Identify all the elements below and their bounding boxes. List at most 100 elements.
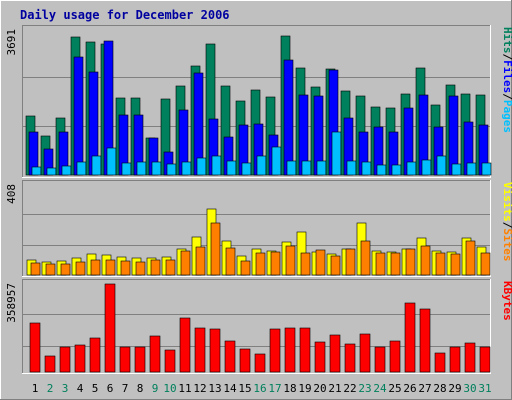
day-label-8: 8 bbox=[137, 382, 144, 395]
day-label-28: 28 bbox=[433, 382, 446, 395]
bar-kbytes-day-20 bbox=[314, 341, 326, 373]
bar-pages-day-4 bbox=[76, 161, 87, 176]
bar-sites-day-18 bbox=[285, 245, 296, 276]
series-label-part: Pages bbox=[501, 100, 512, 133]
series-label-part: / bbox=[501, 222, 512, 229]
series-label-part: / bbox=[501, 54, 512, 61]
bar-sites-day-9 bbox=[150, 259, 161, 276]
panel-visits-sites: 408 Visits/Sites bbox=[5, 180, 512, 277]
bar-pages-day-26 bbox=[406, 161, 417, 176]
bar-pages-day-16 bbox=[256, 155, 267, 176]
bar-kbytes-day-19 bbox=[299, 327, 311, 373]
day-label-31: 31 bbox=[478, 382, 491, 395]
bar-kbytes-day-23 bbox=[359, 333, 371, 373]
y-max-label: 3691 bbox=[5, 29, 18, 56]
day-label-30: 30 bbox=[463, 382, 476, 395]
day-label-15: 15 bbox=[238, 382, 251, 395]
bar-kbytes-day-14 bbox=[224, 340, 236, 373]
series-label-part: Hits bbox=[501, 27, 512, 54]
bar-sites-day-13 bbox=[210, 222, 221, 276]
bar-kbytes-day-6 bbox=[104, 283, 116, 373]
day-label-18: 18 bbox=[283, 382, 296, 395]
day-label-26: 26 bbox=[403, 382, 416, 395]
day-label-2: 2 bbox=[47, 382, 54, 395]
series-label-part: Visits bbox=[501, 182, 512, 222]
chart-panels: 3691Hits/Files/Pages408Visits/Sites35895… bbox=[5, 25, 512, 374]
bar-pages-day-25 bbox=[391, 164, 402, 176]
bar-pages-day-24 bbox=[376, 164, 387, 176]
bar-kbytes-day-15 bbox=[239, 348, 251, 373]
bar-sites-day-28 bbox=[435, 252, 446, 276]
bar-kbytes-day-4 bbox=[74, 344, 86, 373]
bar-sites-day-2 bbox=[45, 263, 56, 276]
bar-kbytes-day-29 bbox=[449, 346, 461, 373]
day-label-11: 11 bbox=[178, 382, 191, 395]
day-label-1: 1 bbox=[32, 382, 39, 395]
bar-sites-day-25 bbox=[390, 252, 401, 276]
bar-sites-day-10 bbox=[165, 259, 176, 276]
bar-sites-day-20 bbox=[315, 249, 326, 276]
bar-pages-day-13 bbox=[211, 155, 222, 176]
bar-sites-day-5 bbox=[90, 259, 101, 276]
series-label-part: Sites bbox=[501, 228, 512, 261]
bar-pages-day-29 bbox=[451, 163, 462, 176]
bar-kbytes-day-13 bbox=[209, 328, 221, 373]
bar-sites-day-21 bbox=[330, 255, 341, 276]
bar-sites-day-23 bbox=[360, 240, 371, 276]
day-label-12: 12 bbox=[193, 382, 206, 395]
bar-kbytes-day-27 bbox=[419, 308, 431, 373]
bar-pages-day-7 bbox=[121, 162, 132, 176]
chart-title: Daily usage for December 2006 bbox=[20, 8, 230, 22]
bar-sites-day-8 bbox=[135, 261, 146, 276]
bar-kbytes-day-11 bbox=[179, 317, 191, 373]
day-label-22: 22 bbox=[343, 382, 356, 395]
bar-pages-day-8 bbox=[136, 161, 147, 176]
y-max-label: 358957 bbox=[5, 283, 18, 323]
bar-pages-day-28 bbox=[436, 155, 447, 176]
bar-kbytes-day-31 bbox=[479, 346, 491, 373]
bar-sites-day-6 bbox=[105, 259, 116, 276]
bar-pages-day-15 bbox=[241, 162, 252, 176]
bar-files-day-4 bbox=[73, 56, 84, 176]
day-label-27: 27 bbox=[418, 382, 431, 395]
bar-kbytes-day-2 bbox=[44, 355, 56, 373]
bar-kbytes-day-22 bbox=[344, 343, 356, 373]
bar-sites-day-4 bbox=[75, 261, 86, 276]
bar-kbytes-day-21 bbox=[329, 334, 341, 373]
day-label-5: 5 bbox=[92, 382, 99, 395]
bar-pages-day-3 bbox=[61, 165, 72, 176]
bar-kbytes-day-12 bbox=[194, 327, 206, 373]
bar-kbytes-day-5 bbox=[89, 337, 101, 373]
day-label-20: 20 bbox=[313, 382, 326, 395]
bar-sites-day-3 bbox=[60, 263, 71, 276]
bar-sites-day-11 bbox=[180, 250, 191, 276]
day-label-7: 7 bbox=[122, 382, 129, 395]
series-label: KBytes bbox=[501, 281, 512, 321]
bar-pages-day-14 bbox=[226, 160, 237, 176]
bar-pages-day-23 bbox=[361, 161, 372, 176]
bar-sites-day-26 bbox=[405, 248, 416, 276]
day-label-29: 29 bbox=[448, 382, 461, 395]
series-label: Visits/Sites bbox=[501, 182, 512, 262]
bars-visits-sites bbox=[26, 208, 491, 276]
bar-sites-day-19 bbox=[300, 252, 311, 276]
series-label: Hits/Files/Pages bbox=[501, 27, 512, 133]
bars-hits-files-pages bbox=[25, 35, 492, 176]
day-label-24: 24 bbox=[373, 382, 387, 395]
bar-pages-day-19 bbox=[301, 160, 312, 176]
bar-pages-day-30 bbox=[466, 162, 477, 176]
bar-kbytes-day-18 bbox=[284, 327, 296, 373]
bar-pages-day-22 bbox=[346, 160, 357, 176]
bar-kbytes-day-10 bbox=[164, 349, 176, 373]
day-label-17: 17 bbox=[268, 382, 281, 395]
bar-files-day-18 bbox=[283, 59, 294, 176]
day-label-21: 21 bbox=[328, 382, 341, 395]
day-label-4: 4 bbox=[77, 382, 84, 395]
bar-pages-day-18 bbox=[286, 160, 297, 176]
day-label-14: 14 bbox=[223, 382, 237, 395]
bar-sites-day-1 bbox=[30, 262, 41, 276]
day-label-10: 10 bbox=[163, 382, 176, 395]
day-label-9: 9 bbox=[152, 382, 159, 395]
